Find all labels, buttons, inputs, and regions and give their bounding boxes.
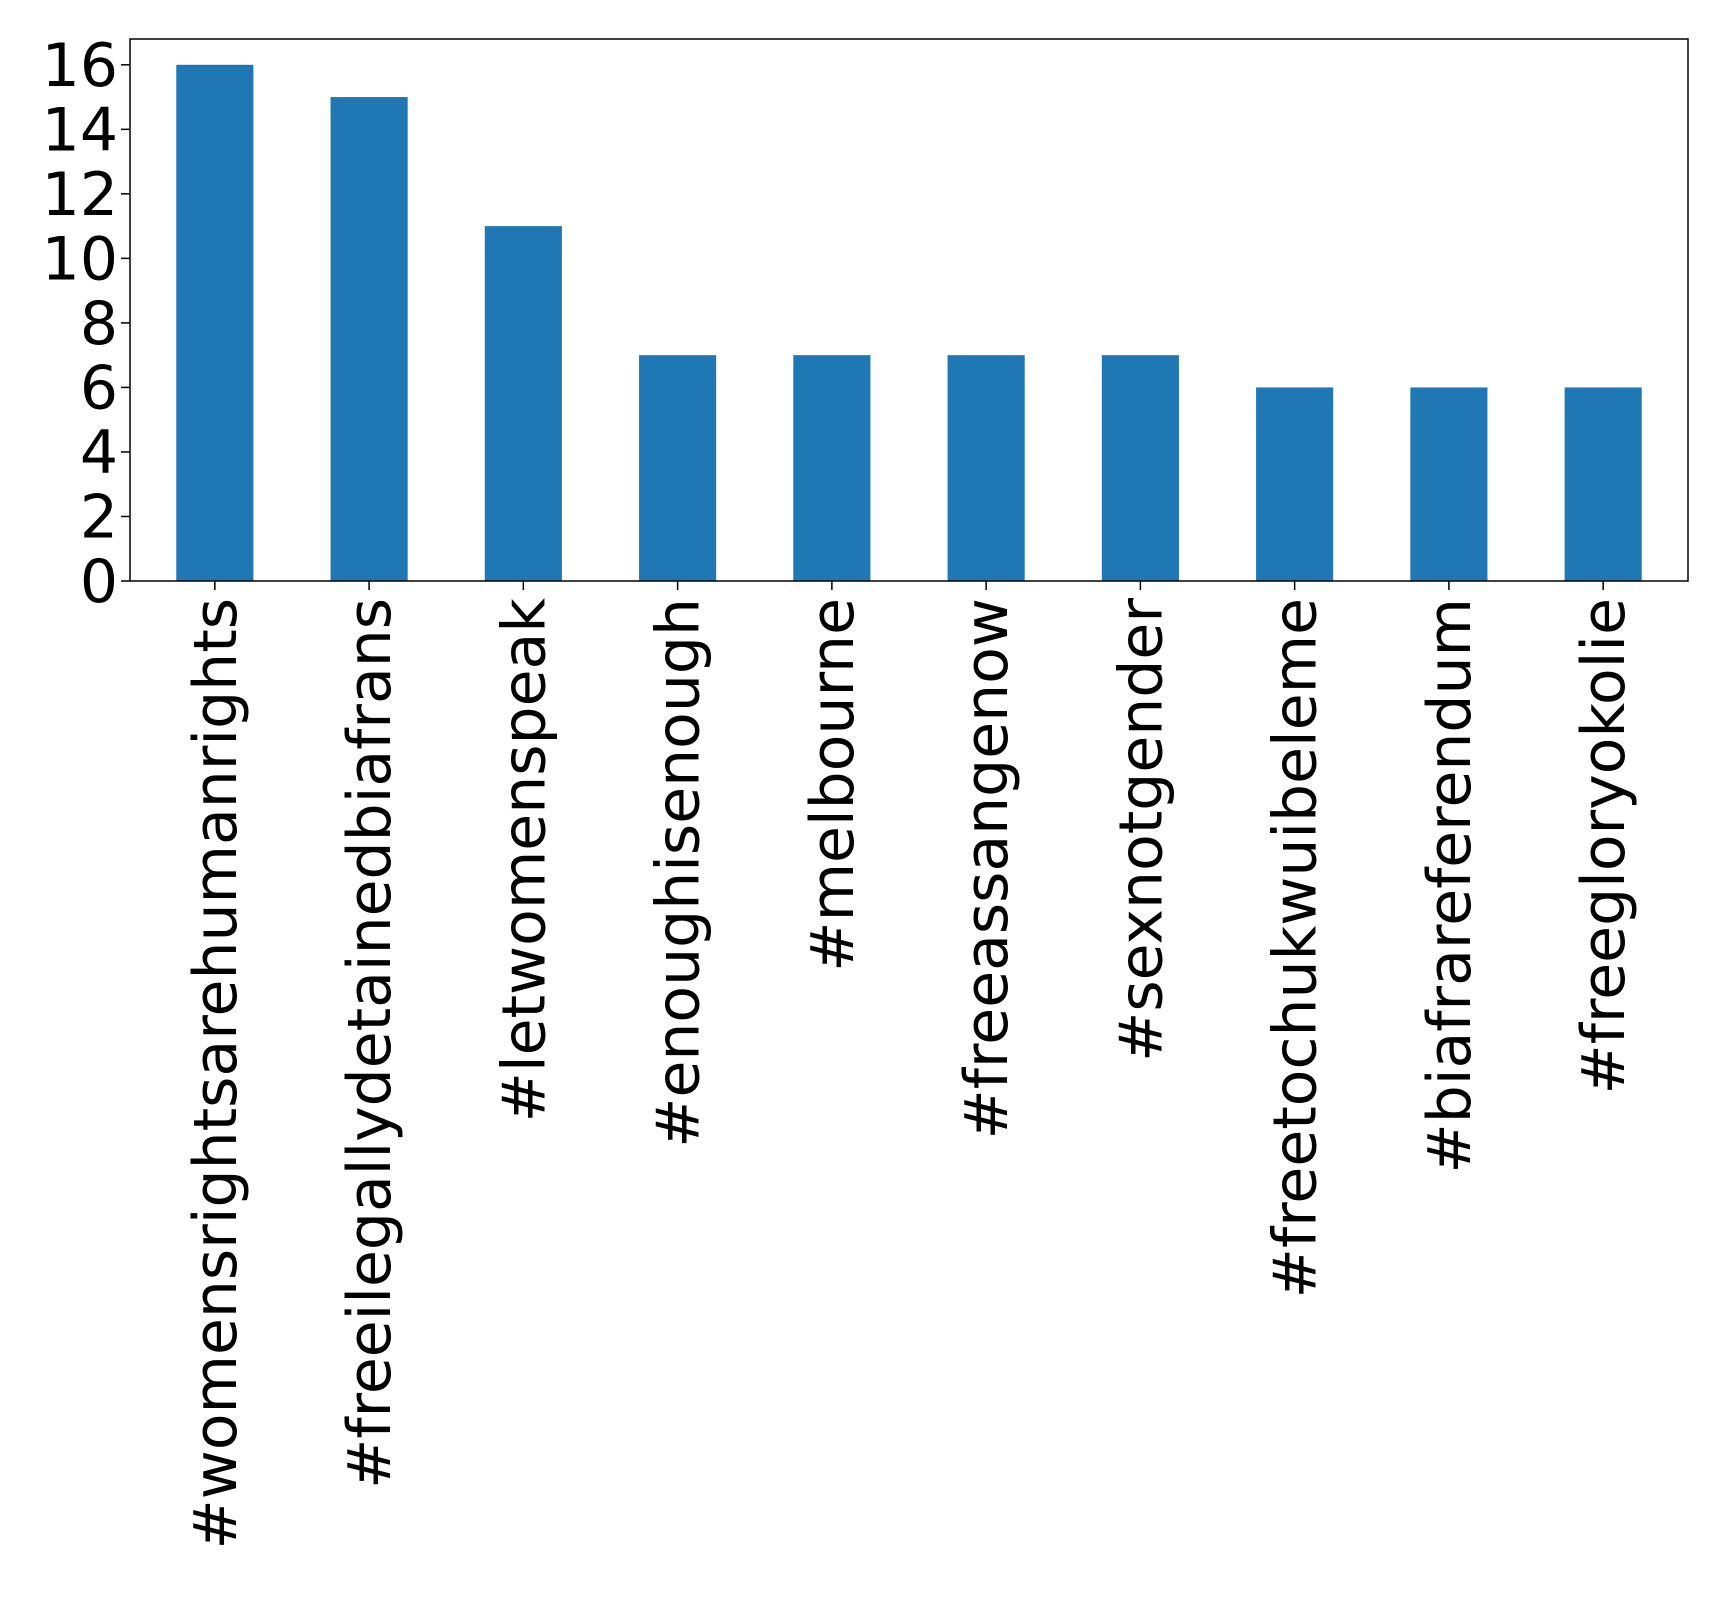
y-tick-label: 4: [80, 418, 118, 488]
bar-biafrareferendum: [1410, 387, 1488, 581]
bar-freeilegallydetainedbiafrans: [330, 97, 408, 582]
bar-womensrightsarehumanrights: [176, 64, 254, 582]
bar-freetochukwuibeleme: [1256, 387, 1334, 581]
x-tick-label: #melbourne: [798, 598, 868, 972]
y-tick-label: 0: [80, 547, 118, 617]
x-tick-label: #freeilegallydetainedbiafrans: [335, 598, 405, 1489]
y-tick-label: 14: [42, 95, 118, 165]
plot-frame: [129, 38, 1689, 582]
x-tick-label: #freetochukwuibeleme: [1261, 598, 1331, 1298]
bar-enoughisenough: [639, 355, 717, 581]
x-tick-label: #freegloryokolie: [1569, 598, 1639, 1095]
bar-freeassangenow: [947, 355, 1025, 581]
y-tick-label: 6: [80, 353, 118, 423]
x-tick-label: #letwomenspeak: [489, 598, 559, 1123]
x-tick-label: #freeassangenow: [952, 598, 1022, 1139]
x-tick-label: #womensrightsarehumanrights: [181, 598, 251, 1550]
bars-layer: [176, 64, 1642, 582]
x-tick-label: #enoughisenough: [644, 598, 714, 1148]
x-tick-label: #sexnotgender: [1106, 598, 1176, 1062]
x-axis-ticks: #womensrightsarehumanrights #freeilegally…: [181, 581, 1639, 1550]
bar-freegloryokolie: [1564, 387, 1642, 581]
bar-melbourne: [793, 355, 871, 581]
y-tick-label: 2: [80, 482, 118, 552]
x-tick-label: #biafrareferendum: [1415, 598, 1485, 1174]
y-tick-label: 16: [42, 31, 118, 101]
y-tick-label: 12: [42, 160, 118, 230]
y-tick-label: 8: [80, 289, 118, 359]
y-tick-label: 10: [42, 224, 118, 294]
bar-letwomenspeak: [484, 226, 562, 581]
bar-sexnotgender: [1101, 355, 1179, 581]
